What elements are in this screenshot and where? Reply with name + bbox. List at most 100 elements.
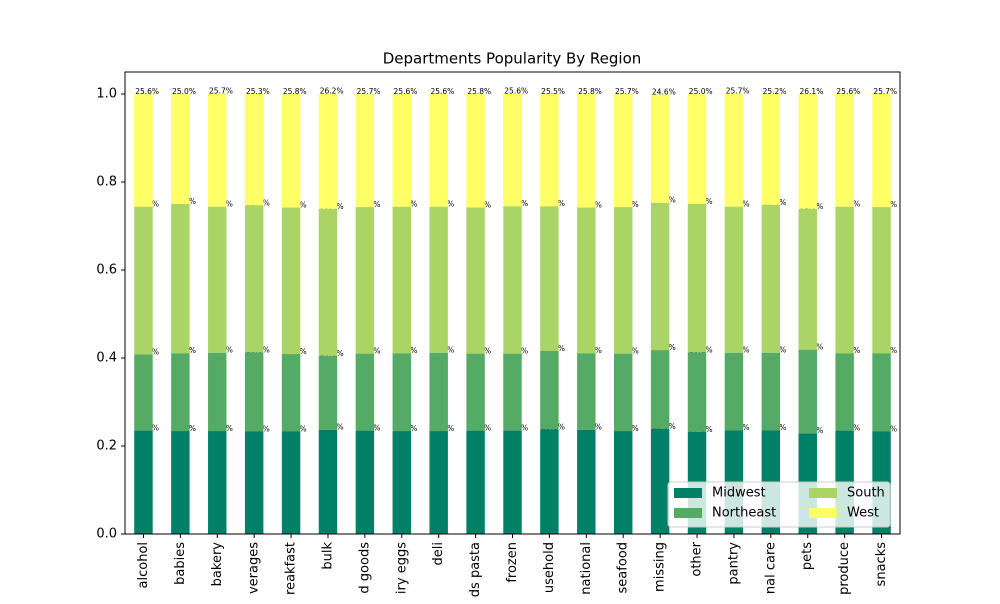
bar-segment (355, 430, 375, 534)
bar-segment (613, 94, 633, 208)
bar-segment (355, 353, 375, 431)
bar-segment (835, 353, 854, 431)
bar-segment (577, 94, 596, 208)
y-tick-label: 0.0 (96, 527, 117, 542)
bar-segment (650, 350, 670, 429)
bar-segment (761, 204, 781, 353)
y-tick-label: 1.0 (96, 87, 117, 102)
x-tick-label: pantry (726, 542, 741, 585)
bar-segment (650, 428, 670, 534)
bar-segment (872, 207, 891, 354)
bar-segment (613, 431, 633, 534)
bar-segment (466, 94, 485, 208)
value-label: 25.7% (357, 87, 381, 96)
legend-label: Midwest (712, 486, 766, 501)
bar-segment (724, 206, 744, 353)
bar-segment (687, 352, 707, 432)
bar-segment (503, 353, 522, 431)
bar-segment (171, 431, 190, 534)
bar-segment (872, 353, 891, 432)
bar-segment (134, 354, 153, 431)
legend-label: Northeast (712, 506, 776, 521)
x-tick-label: national (579, 542, 594, 595)
bar-segment (208, 206, 227, 353)
value-label: 25.7% (873, 87, 897, 96)
bar-segment (244, 94, 264, 206)
bar-segment (577, 207, 596, 354)
bar-segment (429, 206, 448, 353)
bar-segment (281, 94, 301, 208)
bar-segment (208, 93, 227, 207)
bar-segment (466, 430, 485, 534)
x-tick-label: produce (837, 542, 852, 595)
bar-segment (171, 204, 190, 354)
bar-segment (540, 206, 559, 351)
bar-segment (244, 352, 264, 432)
bar-segment (503, 93, 522, 207)
value-label: 25.5% (541, 87, 565, 96)
value-label: 26.1% (800, 87, 824, 96)
x-tick-label: frozen (505, 542, 520, 583)
legend-swatch (809, 488, 837, 498)
bar-segment (318, 429, 338, 534)
value-label: 25.8% (467, 87, 491, 96)
x-tick-label: seafood (616, 542, 631, 593)
value-label: 25.8% (578, 87, 602, 96)
bar-segment (281, 431, 301, 534)
bar-segment (429, 431, 448, 534)
value-label: 24.6% (652, 87, 676, 96)
bar-segment (466, 353, 485, 431)
x-tick-label: reakfast (284, 542, 299, 595)
bar-segment (650, 202, 670, 351)
bar-segment (577, 429, 596, 534)
bar-segment (687, 204, 707, 353)
bar-segment (540, 350, 559, 430)
value-label: 25.0% (689, 87, 713, 96)
value-label: 25.6% (430, 87, 454, 96)
bar-segment (134, 430, 153, 534)
bar-segment (761, 352, 781, 431)
x-tick-label: usehold (542, 542, 557, 593)
value-label: 25.2% (763, 87, 787, 96)
bar-segment (798, 208, 817, 350)
value-label: 25.6% (504, 87, 528, 96)
bar-segment (613, 353, 633, 432)
bar-segment (577, 353, 596, 430)
legend: Midwest Northeast South West (667, 481, 891, 528)
bar-segment (429, 94, 448, 207)
bar-segment (208, 352, 227, 432)
x-tick-label: snacks (874, 542, 889, 587)
bar-segment (392, 353, 412, 432)
bar-segment (650, 94, 670, 203)
bar-segment (540, 429, 559, 534)
x-tick-label: deli (431, 542, 446, 565)
bar-segment (318, 208, 338, 356)
bar-segment (540, 94, 559, 207)
value-label: 25.6% (135, 87, 159, 96)
x-tick-label: ds pasta (468, 542, 483, 597)
value-label: 25.6% (394, 87, 418, 96)
bar-segment (134, 206, 153, 355)
x-tick-label: d goods (357, 542, 372, 594)
bar-segment (503, 206, 522, 354)
bar-segment (872, 94, 891, 208)
x-tick-label: bakery (210, 542, 225, 587)
bar-segment (244, 205, 264, 353)
x-tick-label: missing (653, 542, 668, 592)
value-label: 25.7% (615, 87, 639, 96)
bar-segment (244, 431, 264, 534)
legend-swatch (809, 508, 837, 518)
bar-segment (724, 93, 744, 207)
bar-segment (134, 94, 153, 207)
bar-segment (835, 206, 854, 354)
bar-segment (355, 207, 375, 354)
bar-segment (208, 431, 227, 534)
bar-segment (318, 93, 338, 209)
legend-label: South (847, 486, 885, 501)
x-tick-label: iry eggs (394, 542, 409, 594)
bar-segment (798, 94, 817, 209)
value-label: 25.6% (836, 87, 860, 96)
value-label: 25.8% (283, 87, 307, 96)
bar-segment (835, 94, 854, 207)
